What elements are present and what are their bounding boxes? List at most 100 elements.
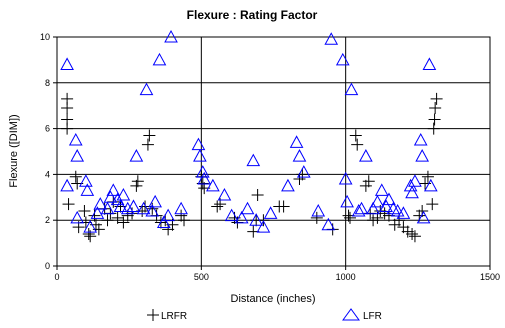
lfr-point [396, 206, 411, 219]
lfr-point [249, 213, 264, 226]
lfr-point [148, 194, 162, 208]
lfr-point [263, 206, 278, 219]
lrfr-point [131, 175, 144, 188]
lrfr-point [62, 198, 75, 211]
lrfr-point [82, 227, 95, 240]
lfr-point [405, 185, 419, 199]
lrfr-point [141, 138, 154, 151]
legend: LRFR LFR [147, 308, 382, 322]
lrfr-point [130, 179, 143, 192]
lfr-point [240, 201, 255, 215]
lrfr-point [251, 189, 264, 202]
lfr-point [100, 201, 115, 215]
lfr-point [161, 208, 175, 222]
lfr-point [60, 57, 74, 70]
lrfr-point [117, 216, 130, 229]
lfr-point [256, 220, 271, 233]
y-tick-label: 4 [45, 169, 50, 179]
lfr-point [156, 215, 171, 228]
lfr-point [351, 203, 366, 217]
lrfr-point [114, 200, 127, 213]
y-tick-label: 2 [45, 215, 50, 225]
gridlines [57, 37, 490, 266]
lfr-point [70, 210, 85, 224]
legend-triangle-icon [342, 308, 360, 321]
lfr-point [281, 178, 295, 192]
lfr-point [106, 183, 121, 196]
lfr-point [139, 82, 154, 96]
plot-area [56, 36, 491, 267]
lrfr-point [69, 170, 82, 183]
x-tick-label: 0 [54, 272, 59, 282]
lrfr-point [426, 198, 439, 211]
lrfr-point [428, 113, 441, 126]
lfr-point [416, 210, 431, 224]
x-tick-label: 1000 [336, 272, 356, 282]
lrfr-point [408, 230, 421, 243]
lrfr-point [427, 122, 440, 135]
lfr-point [120, 201, 135, 215]
lfr-point [60, 178, 74, 192]
lrfr-point [61, 101, 74, 114]
lfr-point [80, 183, 95, 196]
lrfr-point [296, 168, 309, 181]
lrfr-point [421, 170, 434, 183]
lfr-point [422, 57, 437, 70]
lfr-point [193, 149, 207, 162]
lrfr-point [430, 92, 443, 105]
lfr-point [126, 199, 141, 212]
lfr-point [116, 187, 131, 201]
x-axis-title: Distance (inches) [231, 293, 316, 305]
lfr-point [296, 165, 311, 178]
lfr-point [246, 153, 261, 167]
lfr-point [338, 171, 353, 185]
lrfr-point [343, 211, 356, 224]
lfr-point [70, 149, 85, 162]
lfr-point [374, 183, 389, 196]
lfr-point [366, 201, 380, 215]
lfr-point [292, 149, 307, 162]
y-tick-label: 8 [45, 78, 50, 88]
x-tick-label: 1500 [480, 272, 500, 282]
lrfr-point [101, 214, 114, 227]
lrfr-point [175, 209, 188, 222]
lfr-point [324, 32, 339, 45]
lrfr-point [351, 138, 364, 151]
lfr-point [382, 192, 396, 206]
lfr-point [103, 190, 118, 203]
lfr-point [174, 201, 188, 215]
chart-title: Flexure : Rating Factor [187, 8, 318, 22]
lrfr-point [211, 200, 224, 213]
lfr-point [217, 187, 232, 201]
lrfr-point [406, 227, 419, 240]
data-points [60, 29, 443, 243]
lfr-point [415, 149, 430, 162]
lfr-point [340, 194, 354, 208]
series-lfr [60, 29, 438, 233]
lfr-point [110, 192, 125, 206]
lfr-point [403, 178, 418, 192]
lfr-point [83, 220, 98, 233]
lfr-point [379, 199, 393, 212]
lfr-point [145, 203, 160, 217]
lfr-point [344, 82, 359, 96]
lfr-point [93, 197, 108, 210]
lfr-point [335, 52, 350, 66]
lrfr-point [277, 200, 290, 213]
lfr-point [423, 178, 438, 192]
lfr-point [359, 149, 373, 162]
y-tick-label: 10 [40, 32, 50, 42]
lfr-point [195, 165, 210, 178]
lfr-point [90, 206, 105, 219]
lfr-point [113, 199, 128, 212]
lrfr-point [143, 129, 156, 142]
lrfr-point [362, 175, 375, 188]
lrfr-point [111, 211, 124, 224]
lrfr-point [178, 214, 191, 227]
lrfr-point [78, 205, 91, 218]
x-tick-label: 500 [194, 272, 209, 282]
lfr-point [191, 137, 206, 151]
legend-label-lrfr: LRFR [161, 311, 187, 322]
